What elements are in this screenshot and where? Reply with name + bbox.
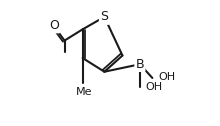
Text: OH: OH <box>158 72 175 82</box>
Text: B: B <box>136 58 144 71</box>
Text: Me: Me <box>76 87 92 97</box>
Text: OH: OH <box>145 82 163 92</box>
Text: S: S <box>100 10 108 23</box>
Text: O: O <box>49 19 59 32</box>
